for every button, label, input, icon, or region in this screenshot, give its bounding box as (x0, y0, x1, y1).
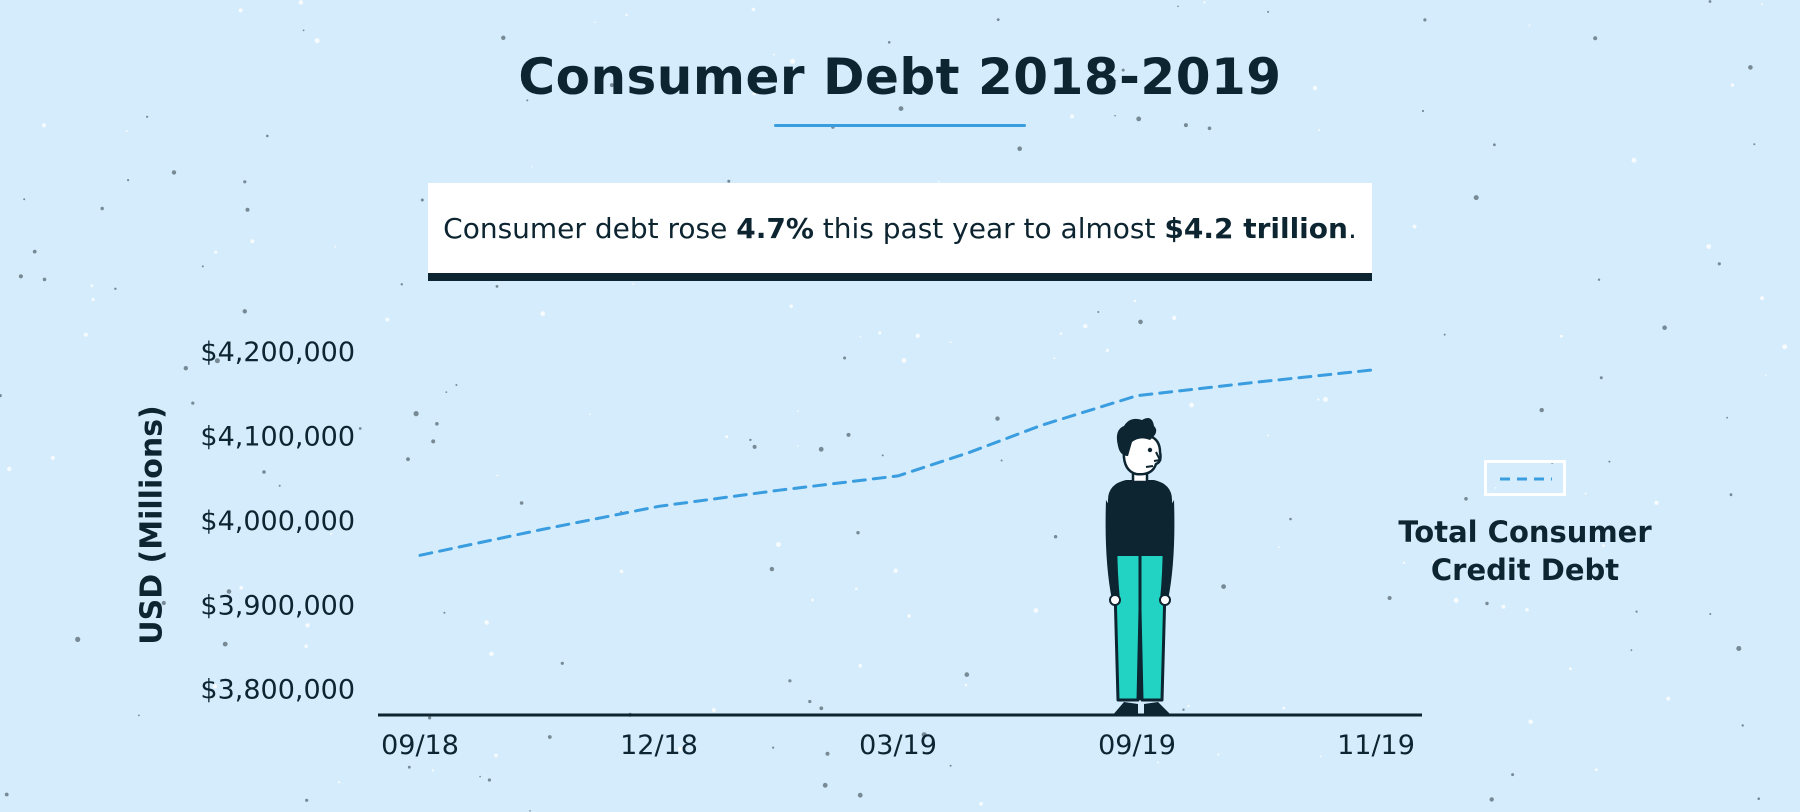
title-underline (774, 124, 1026, 127)
summary-callout: Consumer debt rose 4.7% this past year t… (428, 183, 1372, 273)
legend-label: Total Consumer Credit Debt (1395, 513, 1655, 589)
x-tick-labels: 09/18 12/18 03/19 09/19 11/19 (381, 730, 1415, 761)
person-illustration (1105, 418, 1175, 716)
y-tick-label: $4,100,000 (200, 421, 355, 452)
legend-swatch (1484, 460, 1566, 496)
y-axis-label: USD (Millions) (134, 405, 170, 645)
legend-label-line-2: Credit Debt (1430, 553, 1620, 587)
y-tick-label: $4,000,000 (200, 506, 355, 537)
x-tick-label: 12/18 (620, 730, 698, 761)
x-tick-label: 11/19 (1337, 730, 1415, 761)
y-tick-label: $3,800,000 (200, 675, 355, 706)
callout-middle: this past year to almost (813, 211, 1165, 245)
legend-label-line-1: Total Consumer (1398, 515, 1652, 549)
x-tick-label: 03/19 (859, 730, 937, 761)
x-tick-label: 09/19 (1098, 730, 1176, 761)
callout-prefix: Consumer debt rose (443, 211, 737, 245)
y-tick-labels: $4,200,000 $4,100,000 $4,000,000 $3,900,000… (200, 337, 355, 706)
callout-amount: $4.2 trillion (1164, 211, 1348, 245)
y-tick-label: $3,900,000 (200, 590, 355, 621)
y-tick-label: $4,200,000 (200, 337, 355, 368)
x-tick-label: 09/18 (381, 730, 459, 761)
series-line-total-consumer-credit-debt (418, 368, 1378, 557)
callout-suffix: . (1347, 211, 1357, 245)
callout-percent: 4.7% (736, 211, 814, 245)
page-title: Consumer Debt 2018-2019 (518, 48, 1282, 106)
